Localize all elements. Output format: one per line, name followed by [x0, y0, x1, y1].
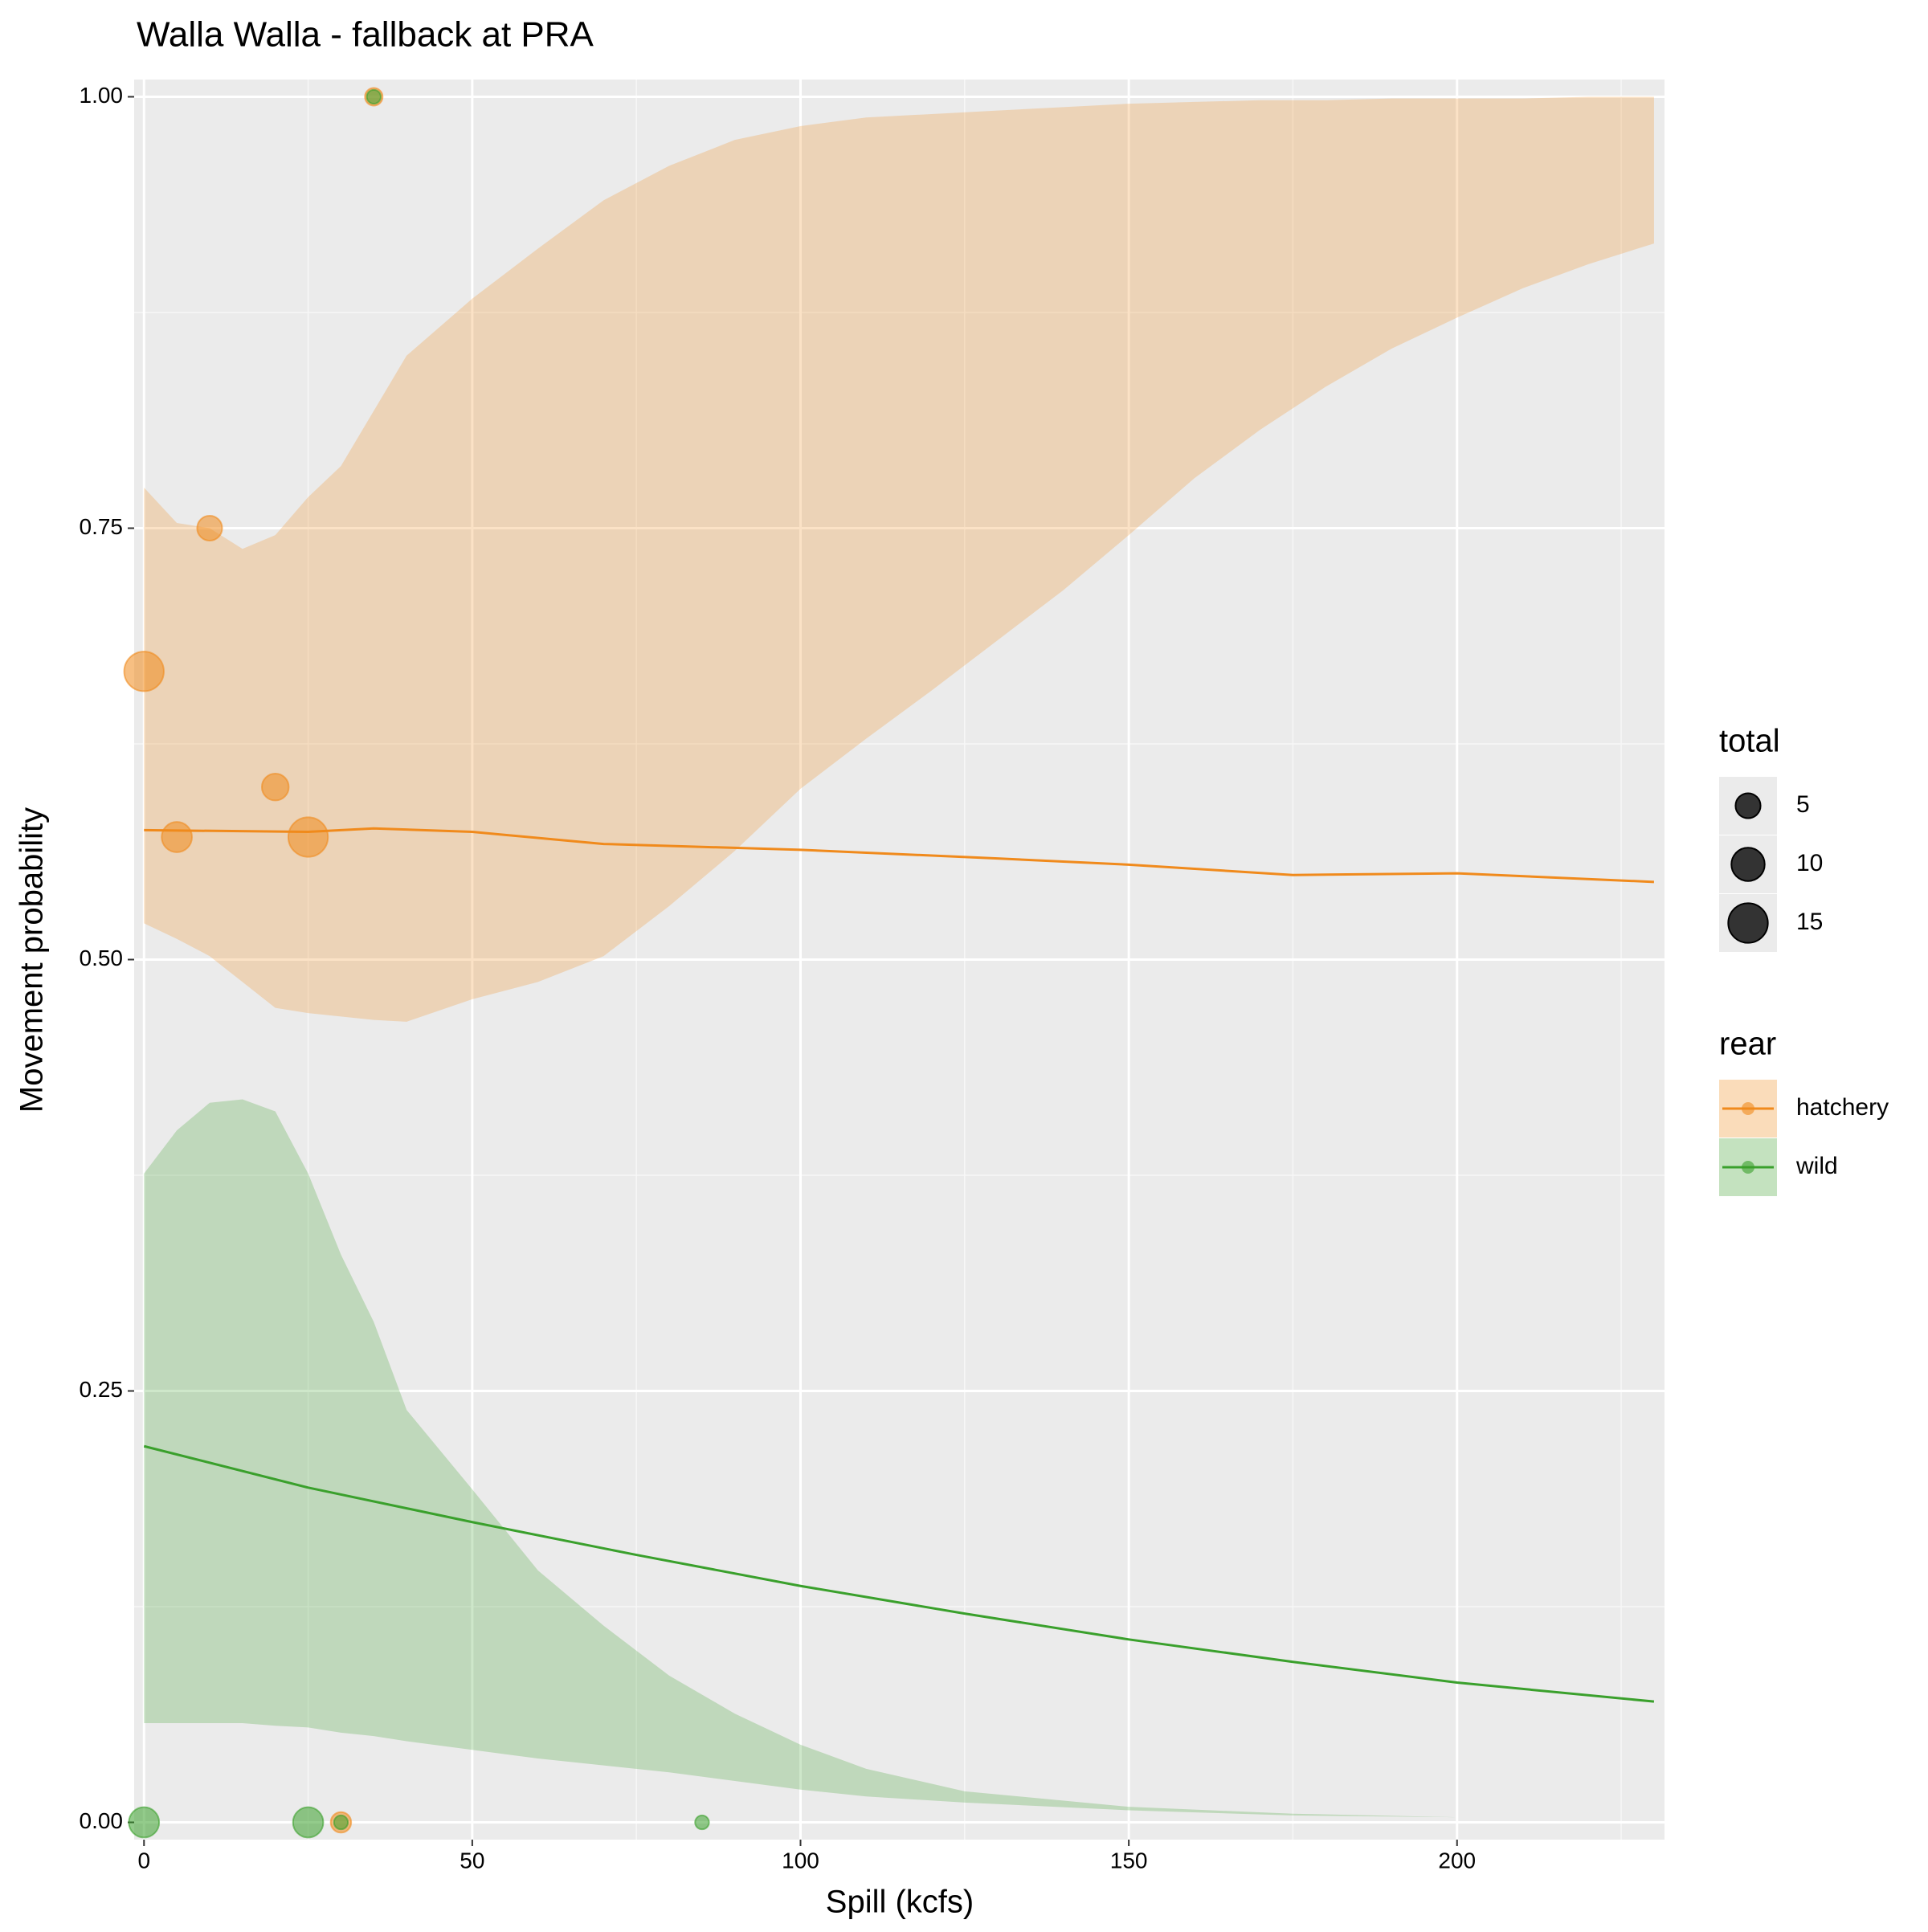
chart-title: Walla Walla - fallback at PRA	[137, 15, 594, 55]
ribbon	[144, 96, 1654, 1022]
line	[144, 827, 1654, 884]
legend-point	[1742, 1102, 1754, 1115]
legend-point	[1742, 1161, 1754, 1174]
legend-label: 15	[1796, 909, 1823, 935]
point	[333, 1814, 349, 1831]
point	[292, 1806, 325, 1839]
legend-title: total	[1719, 724, 1780, 759]
point	[161, 821, 193, 853]
y-tick-label: 0.25	[80, 1377, 124, 1402]
line	[143, 1444, 1655, 1703]
y-tick-label: 0.50	[80, 946, 124, 970]
legend-size-key	[1730, 847, 1766, 882]
point	[260, 772, 290, 802]
y-tick-label: 0.75	[80, 514, 124, 539]
x-axis-title: Spill (kcfs)	[826, 1885, 974, 1920]
x-tick-label: 200	[1438, 1848, 1476, 1873]
legend-label: 10	[1796, 850, 1823, 876]
point	[123, 651, 165, 692]
legend-size-key	[1727, 902, 1769, 944]
legend-label: 5	[1796, 791, 1810, 818]
point	[196, 514, 223, 542]
x-tick-label: 100	[782, 1848, 819, 1873]
ribbon	[144, 1099, 1654, 1820]
legend-label: wild	[1795, 1153, 1838, 1179]
point	[128, 1806, 161, 1839]
y-tick-label: 0.00	[80, 1808, 124, 1833]
legend-size-key	[1734, 792, 1762, 819]
y-tick-label: 1.00	[80, 83, 124, 108]
x-tick-label: 50	[460, 1848, 484, 1873]
point	[366, 88, 382, 105]
point	[694, 1814, 710, 1831]
legend-title: rear	[1719, 1027, 1776, 1062]
legend-label: hatchery	[1796, 1094, 1889, 1121]
y-axis-title: Movement probability	[14, 807, 50, 1113]
x-tick-label: 150	[1110, 1848, 1148, 1873]
point	[287, 816, 329, 858]
x-tick-label: 0	[137, 1848, 150, 1873]
